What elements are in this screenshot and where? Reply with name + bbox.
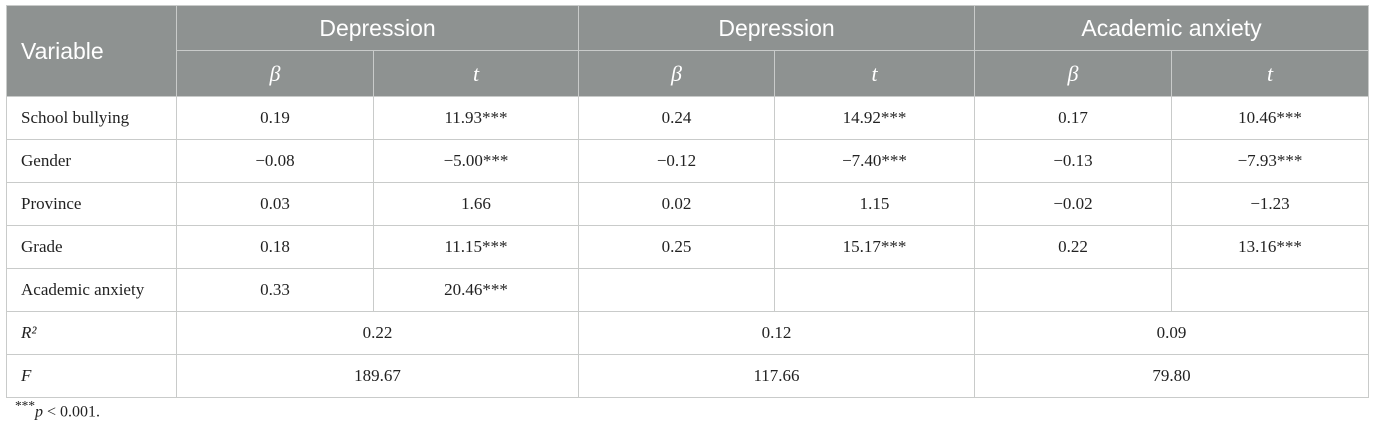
regression-table-container: Variable Depression Depression Academic … [6, 5, 1369, 398]
table-cell [1171, 268, 1369, 312]
summary-cell: 0.09 [974, 311, 1369, 355]
header-row-groups: Variable Depression Depression Academic … [6, 5, 1369, 97]
header-sub-t-1: t [373, 50, 579, 97]
table-cell: 15.17*** [774, 225, 975, 269]
summary-cell: 117.66 [578, 354, 975, 398]
table-cell: 13.16*** [1171, 225, 1369, 269]
row-label: Academic anxiety [6, 268, 177, 312]
summary-cell: 79.80 [974, 354, 1369, 398]
table-cell: −1.23 [1171, 182, 1369, 226]
header-variable: Variable [6, 5, 177, 97]
table-cell: 0.33 [176, 268, 374, 312]
header-sub-t-3: t [1171, 50, 1369, 97]
header-row-subs: β t β t β t [7, 50, 1369, 97]
table-cell [974, 268, 1172, 312]
table-row: Gender −0.08 −5.00*** −0.12 −7.40*** −0.… [6, 139, 1369, 183]
table-cell: 0.03 [176, 182, 374, 226]
header-sub-beta-2: β [578, 50, 775, 97]
table-cell: −7.40*** [774, 139, 975, 183]
header-group-depression-1: Depression [176, 5, 579, 51]
table-cell: 0.22 [974, 225, 1172, 269]
table-cell: −0.08 [176, 139, 374, 183]
row-label: Grade [6, 225, 177, 269]
table-cell [578, 268, 775, 312]
table-cell: 0.17 [974, 96, 1172, 140]
table-row: Grade 0.18 11.15*** 0.25 15.17*** 0.22 1… [6, 225, 1369, 269]
table-cell: 11.15*** [373, 225, 579, 269]
row-label: Province [6, 182, 177, 226]
footnote-p: p [35, 403, 43, 421]
table-cell: 1.15 [774, 182, 975, 226]
table-row: Province 0.03 1.66 0.02 1.15 −0.02 −1.23 [6, 182, 1369, 226]
table-cell: −7.93*** [1171, 139, 1369, 183]
row-label: School bullying [6, 96, 177, 140]
summary-cell: 0.12 [578, 311, 975, 355]
table-cell: 11.93*** [373, 96, 579, 140]
header-sub-beta-3: β [974, 50, 1172, 97]
summary-cell: 189.67 [176, 354, 579, 398]
table-cell: 0.24 [578, 96, 775, 140]
summary-row-r-squared: R² 0.22 0.12 0.09 [6, 311, 1369, 355]
table-footnote: ***p < 0.001. [15, 398, 100, 421]
summary-row-f: F 189.67 117.66 79.80 [6, 354, 1369, 398]
header-sub-t-2: t [774, 50, 975, 97]
table-cell: 1.66 [373, 182, 579, 226]
regression-table: Variable Depression Depression Academic … [6, 5, 1369, 398]
header-group-depression-2: Depression [578, 5, 975, 51]
table-cell: 0.25 [578, 225, 775, 269]
table-cell: 14.92*** [774, 96, 975, 140]
summary-label: R² [6, 311, 177, 355]
header-sub-beta-1: β [176, 50, 374, 97]
table-cell: −0.02 [974, 182, 1172, 226]
table-cell: 0.02 [578, 182, 775, 226]
table-row: Academic anxiety 0.33 20.46*** [6, 268, 1369, 312]
table-cell: 10.46*** [1171, 96, 1369, 140]
table-cell: 20.46*** [373, 268, 579, 312]
table-cell: 0.18 [176, 225, 374, 269]
header-group-academic-anxiety: Academic anxiety [974, 5, 1369, 51]
table-cell: −5.00*** [373, 139, 579, 183]
footnote-stars: *** [15, 398, 35, 413]
footnote-text: < 0.001. [43, 403, 101, 421]
table-cell: −0.13 [974, 139, 1172, 183]
table-cell: −0.12 [578, 139, 775, 183]
table-row: School bullying 0.19 11.93*** 0.24 14.92… [6, 96, 1369, 140]
table-cell: 0.19 [176, 96, 374, 140]
table-cell [774, 268, 975, 312]
row-label: Gender [6, 139, 177, 183]
summary-cell: 0.22 [176, 311, 579, 355]
summary-label: F [6, 354, 177, 398]
